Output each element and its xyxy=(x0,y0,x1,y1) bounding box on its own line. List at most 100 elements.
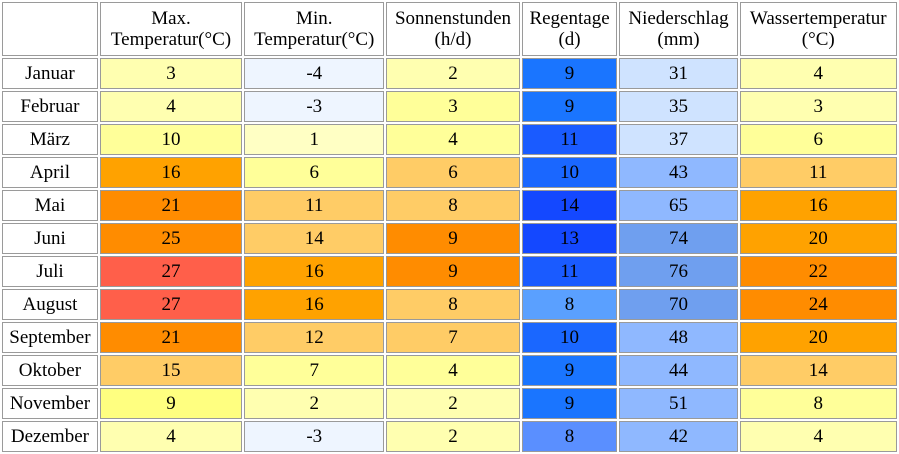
month-label: Juli xyxy=(2,256,98,287)
table-row: April 16 6 6 10 43 11 xyxy=(2,157,897,188)
rain-days-cell: 11 xyxy=(521,124,618,155)
water-temp-cell: 22 xyxy=(739,256,897,287)
rain-days-cell: 11 xyxy=(521,256,618,287)
table-row: Januar 3 -4 2 9 31 4 xyxy=(2,58,897,89)
water-temp-cell: 4 xyxy=(739,421,897,452)
precipitation-cell: 44 xyxy=(619,355,738,386)
sun-hours-cell: 9 xyxy=(386,223,520,254)
header-max-temp: Max. Temperatur(°C) xyxy=(99,2,243,56)
rain-days-cell: 8 xyxy=(521,289,618,320)
min-temp-cell: 16 xyxy=(244,289,385,320)
header-precipitation: Niederschlag (mm) xyxy=(619,2,738,56)
table-row: März 10 1 4 11 37 6 xyxy=(2,124,897,155)
water-temp-cell: 8 xyxy=(739,388,897,419)
max-temp-cell: 27 xyxy=(99,256,243,287)
max-temp-cell: 21 xyxy=(99,190,243,221)
header-min-temp: Min. Temperatur(°C) xyxy=(244,2,385,56)
header-label-line2: Temperatur(°C) xyxy=(110,29,232,50)
min-temp-cell: 16 xyxy=(244,256,385,287)
water-temp-cell: 14 xyxy=(739,355,897,386)
precipitation-cell: 48 xyxy=(619,322,738,353)
max-temp-cell: 15 xyxy=(99,355,243,386)
min-temp-cell: 2 xyxy=(244,388,385,419)
precipitation-cell: 31 xyxy=(619,58,738,89)
rain-days-cell: 10 xyxy=(521,157,618,188)
table-row: Februar 4 -3 3 9 35 3 xyxy=(2,91,897,122)
precipitation-cell: 37 xyxy=(619,124,738,155)
month-label: April xyxy=(2,157,98,188)
header-label-line1: Min. xyxy=(296,8,333,29)
precipitation-cell: 35 xyxy=(619,91,738,122)
sun-hours-cell: 2 xyxy=(386,58,520,89)
month-label: März xyxy=(2,124,98,155)
sun-hours-cell: 8 xyxy=(386,289,520,320)
water-temp-cell: 16 xyxy=(739,190,897,221)
rain-days-cell: 14 xyxy=(521,190,618,221)
month-label: Mai xyxy=(2,190,98,221)
table-body: Januar 3 -4 2 9 31 4 Februar 4 -3 3 9 35 3 März 10 1 4 11 3… xyxy=(2,58,897,452)
precipitation-cell: 51 xyxy=(619,388,738,419)
precipitation-cell: 70 xyxy=(619,289,738,320)
header-rain-days: Regentage (d) xyxy=(521,2,618,56)
rain-days-cell: 10 xyxy=(521,322,618,353)
precipitation-cell: 76 xyxy=(619,256,738,287)
max-temp-cell: 4 xyxy=(99,421,243,452)
precipitation-cell: 43 xyxy=(619,157,738,188)
table-row: August 27 16 8 8 70 24 xyxy=(2,289,897,320)
month-label: Januar xyxy=(2,58,98,89)
min-temp-cell: 6 xyxy=(244,157,385,188)
header-label-line2: Temperatur(°C) xyxy=(254,29,375,50)
header-label-line2: (h/d) xyxy=(434,29,472,50)
header-label-line2: (mm) xyxy=(657,29,700,50)
month-label: Juni xyxy=(2,223,98,254)
header-water-temp: Wassertemperatur (°C) xyxy=(739,2,897,56)
table-row: Juli 27 16 9 11 76 22 xyxy=(2,256,897,287)
precipitation-cell: 42 xyxy=(619,421,738,452)
month-label: Oktober xyxy=(2,355,98,386)
rain-days-cell: 9 xyxy=(521,355,618,386)
max-temp-cell: 16 xyxy=(99,157,243,188)
month-label: November xyxy=(2,388,98,419)
sun-hours-cell: 4 xyxy=(386,124,520,155)
table-row: Juni 25 14 9 13 74 20 xyxy=(2,223,897,254)
table-row: Oktober 15 7 4 9 44 14 xyxy=(2,355,897,386)
header-label-line1: Max. xyxy=(151,8,191,29)
sun-hours-cell: 3 xyxy=(386,91,520,122)
header-label-line2: (d) xyxy=(558,29,581,50)
table-row: November 9 2 2 9 51 8 xyxy=(2,388,897,419)
header-row: Max. Temperatur(°C) Min. Temperatur(°C) … xyxy=(2,2,897,56)
min-temp-cell: 12 xyxy=(244,322,385,353)
rain-days-cell: 9 xyxy=(521,58,618,89)
water-temp-cell: 20 xyxy=(739,322,897,353)
sun-hours-cell: 6 xyxy=(386,157,520,188)
sun-hours-cell: 2 xyxy=(386,388,520,419)
min-temp-cell: -3 xyxy=(244,91,385,122)
table-row: Mai 21 11 8 14 65 16 xyxy=(2,190,897,221)
max-temp-cell: 10 xyxy=(99,124,243,155)
sun-hours-cell: 9 xyxy=(386,256,520,287)
header-label-line1: Sonnenstunden xyxy=(394,8,512,29)
water-temp-cell: 3 xyxy=(739,91,897,122)
table-row: September 21 12 7 10 48 20 xyxy=(2,322,897,353)
header-label-line1: Niederschlag xyxy=(628,8,729,29)
water-temp-cell: 20 xyxy=(739,223,897,254)
water-temp-cell: 11 xyxy=(739,157,897,188)
table-row: Dezember 4 -3 2 8 42 4 xyxy=(2,421,897,452)
rain-days-cell: 8 xyxy=(521,421,618,452)
max-temp-cell: 4 xyxy=(99,91,243,122)
sun-hours-cell: 8 xyxy=(386,190,520,221)
month-label: Dezember xyxy=(2,421,98,452)
corner-cell xyxy=(2,2,98,56)
header-label-line2: (°C) xyxy=(801,29,835,50)
rain-days-cell: 9 xyxy=(521,388,618,419)
sun-hours-cell: 4 xyxy=(386,355,520,386)
max-temp-cell: 25 xyxy=(99,223,243,254)
header-label-line1: Regentage xyxy=(529,8,610,29)
water-temp-cell: 6 xyxy=(739,124,897,155)
precipitation-cell: 65 xyxy=(619,190,738,221)
min-temp-cell: 11 xyxy=(244,190,385,221)
month-label: August xyxy=(2,289,98,320)
month-label: September xyxy=(2,322,98,353)
header-sun-hours: Sonnenstunden (h/d) xyxy=(386,2,520,56)
